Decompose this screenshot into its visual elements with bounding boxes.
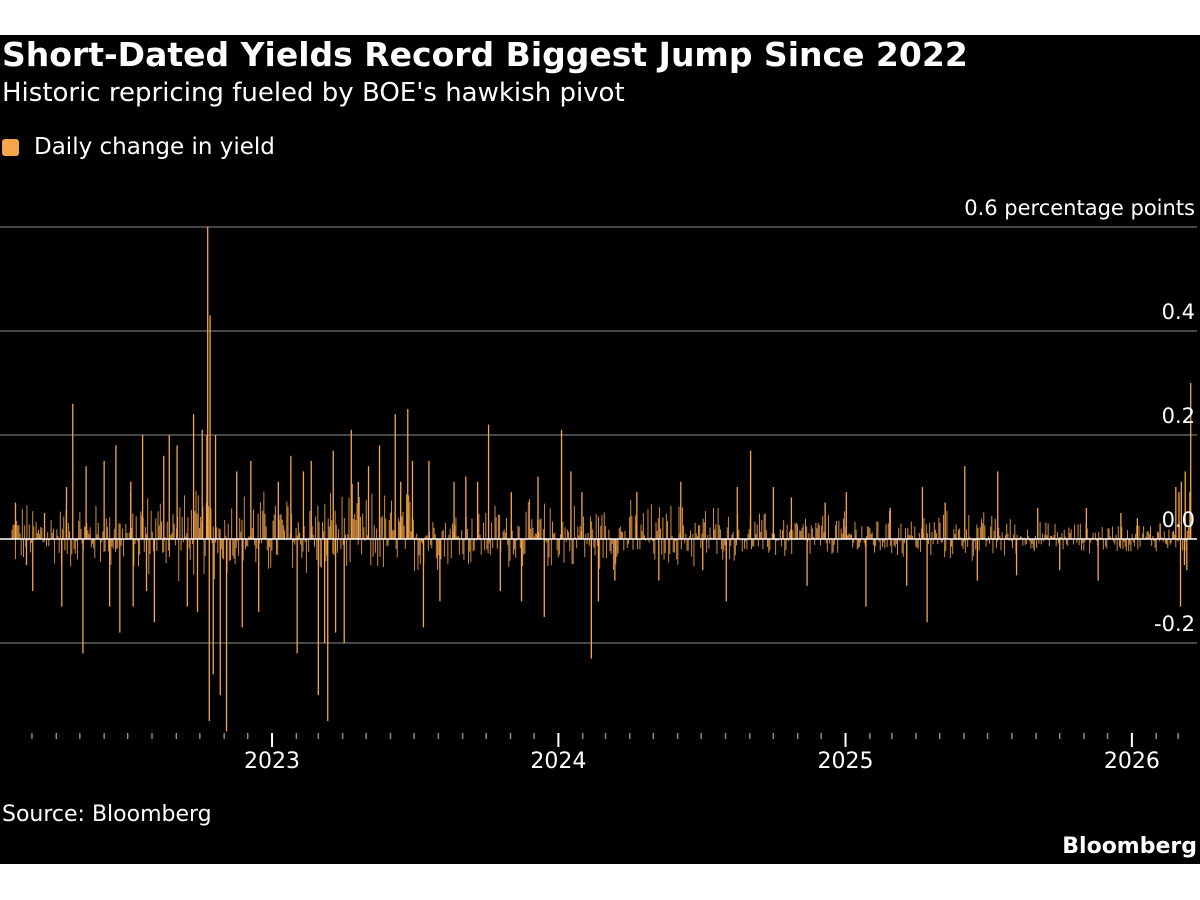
bars-layer <box>11 227 1192 732</box>
y-axis-labels: 0.6 percentage points 0.4 0.2 0.0 -0.2 <box>964 196 1195 636</box>
x-tick-label: 2024 <box>530 749 586 774</box>
y-tick-label: 0.0 <box>1162 508 1195 532</box>
legend: Daily change in yield <box>2 131 275 163</box>
x-axis: 2023 2024 2025 2026 <box>31 733 1179 774</box>
y-tick-label: 0.6 percentage points <box>964 196 1195 220</box>
legend-swatch-daily-change <box>2 138 19 156</box>
grid-layer <box>0 226 1197 644</box>
y-tick-label: 0.2 <box>1162 404 1195 428</box>
chart-subtitle: Historic repricing fueled by BOE's hawki… <box>2 78 625 108</box>
y-tick-label: 0.4 <box>1162 300 1195 324</box>
x-tick-label: 2025 <box>818 749 874 774</box>
bloomberg-logo: Bloomberg <box>1062 834 1197 859</box>
chart-title: Short-Dated Yields Record Biggest Jump S… <box>2 35 968 74</box>
y-tick-label: -0.2 <box>1154 612 1195 636</box>
x-tick-label: 2026 <box>1104 749 1160 774</box>
legend-label-daily-change: Daily change in yield <box>34 134 275 160</box>
source-note: Source: Bloomberg <box>2 802 212 827</box>
x-tick-label: 2023 <box>244 749 300 774</box>
chart-panel <box>0 35 1200 864</box>
